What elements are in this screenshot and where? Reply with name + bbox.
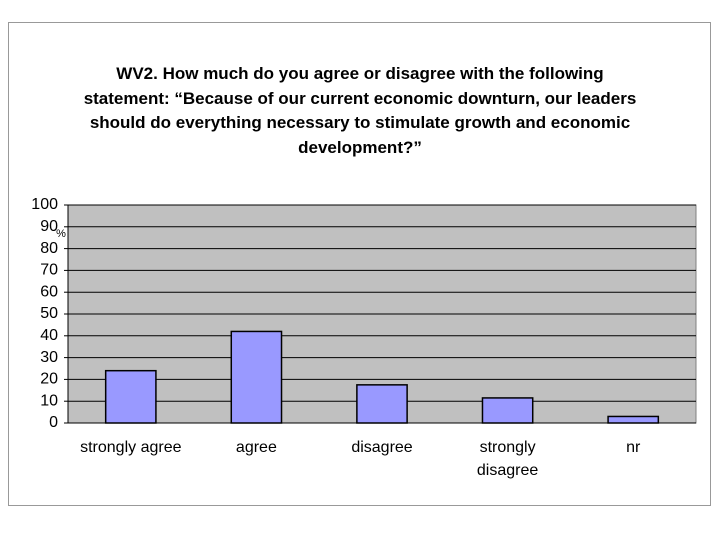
y-tick-label: 60 (40, 283, 58, 300)
y-tick-label: 50 (40, 305, 58, 322)
y-tick-label: 90 (40, 218, 58, 235)
bar (356, 384, 408, 424)
y-tick-label: 20 (40, 371, 58, 388)
x-tick-label: disagree (351, 439, 413, 456)
y-axis-label: % (56, 228, 66, 240)
bar (230, 330, 283, 424)
y-tick-label: 40 (40, 327, 58, 344)
x-tick-label: strongly agree (80, 439, 182, 456)
y-tick-label: 80 (40, 240, 58, 257)
y-tick-label: 30 (40, 349, 58, 366)
y-tick-label: 10 (40, 392, 58, 409)
bar (104, 369, 157, 424)
x-tick-label: agree (235, 439, 277, 456)
bar (481, 397, 534, 424)
bar (607, 415, 660, 424)
y-tick-label: 0 (49, 414, 58, 431)
x-tick-label: nr (626, 439, 641, 456)
x-tick-label: strongly disagree (476, 439, 539, 479)
y-tick-label: 70 (40, 262, 58, 279)
y-tick-label: 100 (31, 196, 58, 213)
chart-title: WV2. How much do you agree or disagree w… (83, 64, 637, 157)
chart-frame (8, 22, 711, 506)
